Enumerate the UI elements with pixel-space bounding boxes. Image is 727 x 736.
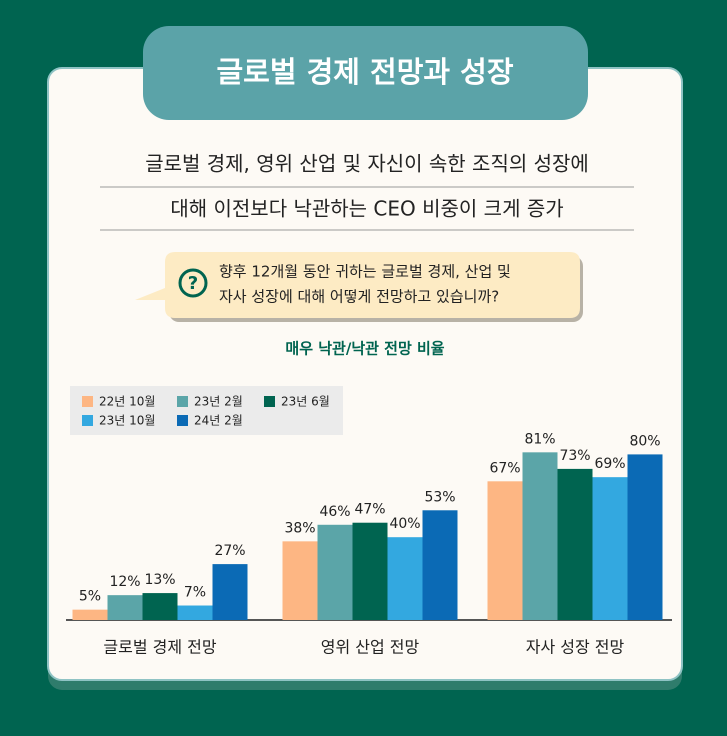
- bar: [352, 522, 388, 620]
- value-label: 40%: [389, 516, 420, 532]
- bar: [592, 477, 628, 620]
- value-label: 5%: [79, 589, 101, 605]
- bar: [107, 595, 143, 620]
- headline: 글로벌 경제, 영위 산업 및 자신이 속한 조직의 성장에: [145, 152, 589, 176]
- headline: 대해 이전보다 낙관하는 CEO 비중이 크게 증가: [170, 197, 563, 221]
- question-icon: [178, 268, 208, 298]
- bar: [212, 564, 248, 620]
- x-tick-label: 영위 산업 전망: [321, 638, 420, 657]
- legend-label: 23년 10월: [99, 414, 155, 428]
- bar: [72, 609, 108, 620]
- value-label: 67%: [489, 460, 520, 476]
- value-label: 12%: [109, 574, 140, 590]
- legend: [70, 386, 343, 435]
- legend-swatch: [82, 396, 93, 407]
- x-tick-label: 자사 성장 전망: [526, 638, 625, 657]
- question-text: 자사 성장에 대해 어떻게 전망하고 있습니까?: [219, 288, 499, 306]
- question-text: 향후 12개월 동안 귀하는 글로벌 경제, 산업 및: [219, 263, 511, 281]
- title-tab: [143, 26, 588, 120]
- bar: [522, 452, 558, 620]
- value-label: 73%: [559, 448, 590, 464]
- bar: [627, 454, 663, 620]
- value-label: 38%: [284, 520, 315, 536]
- bar: [317, 524, 353, 620]
- bar: [557, 468, 593, 620]
- bar: [142, 593, 178, 620]
- value-label: 80%: [629, 433, 660, 449]
- speech-bubble: [135, 252, 580, 318]
- legend-label: 22년 10월: [99, 395, 155, 409]
- legend-swatch: [264, 396, 275, 407]
- question-mark: ?: [188, 273, 198, 294]
- legend-swatch: [82, 415, 93, 426]
- bar: [282, 541, 318, 620]
- legend-label: 24년 2월: [194, 414, 243, 428]
- bar: [387, 537, 423, 620]
- value-label: 69%: [594, 456, 625, 472]
- legend-swatch: [177, 396, 188, 407]
- title: 글로벌 경제 전망과 성장: [216, 55, 513, 89]
- bar: [177, 605, 213, 620]
- legend-label: 23년 6월: [281, 395, 330, 409]
- bar: [422, 510, 458, 620]
- value-label: 7%: [184, 585, 206, 601]
- value-label: 27%: [214, 543, 245, 559]
- value-label: 47%: [354, 502, 385, 518]
- value-label: 46%: [319, 504, 350, 520]
- bar: [487, 481, 523, 620]
- value-label: 53%: [424, 489, 455, 505]
- legend-swatch: [177, 415, 188, 426]
- legend-label: 23년 2월: [194, 395, 243, 409]
- x-tick-label: 글로벌 경제 전망: [103, 638, 216, 657]
- value-label: 13%: [144, 572, 175, 588]
- value-label: 81%: [524, 431, 555, 447]
- chart-title: 매우 낙관/낙관 전망 비율: [285, 340, 444, 358]
